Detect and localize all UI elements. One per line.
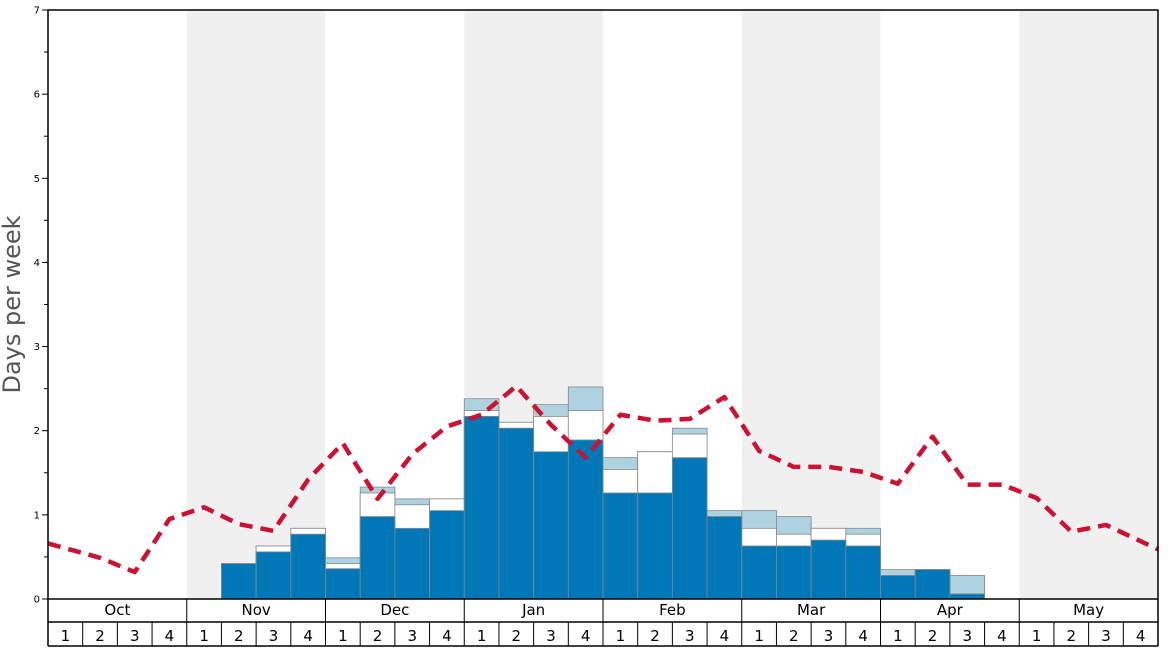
bar-main-15 [533,451,569,600]
week-label: 3 [962,627,972,645]
month-bands [186,10,1158,599]
bar-main-14 [498,427,535,600]
y-tick-label: 7 [34,6,40,17]
bar-main-26 [914,569,951,600]
week-label: 2 [234,627,244,645]
week-label: 1 [616,627,626,645]
month-label-jan: Jan [521,601,545,619]
y-tick-label: 3 [34,342,40,353]
bar-main-27 [949,593,985,600]
bar-main-16 [567,439,604,600]
week-label: 3 [685,627,695,645]
bar-main-24 [845,545,881,600]
week-label: 3 [1101,627,1111,645]
week-label: 4 [442,627,452,645]
y-tick-label: 2 [34,426,40,437]
month-label-mar: Mar [797,601,826,619]
month-band-nov [186,10,326,599]
week-label: 2 [928,627,938,645]
week-label: 4 [1136,627,1146,645]
week-label: 3 [269,627,279,645]
week-label: 2 [95,627,105,645]
bars [221,386,985,600]
week-label: 1 [754,627,764,645]
week-label: 1 [893,627,903,645]
week-label: 1 [477,627,487,645]
week-label: 2 [512,627,522,645]
week-label: 1 [1032,627,1042,645]
bar-main-12 [429,510,465,600]
bar-main-19 [671,457,708,600]
bar-main-18 [637,492,673,600]
bar-main-20 [706,516,743,600]
week-label: 4 [997,627,1007,645]
week-label: 1 [199,627,209,645]
week-label: 4 [720,627,730,645]
month-band-may [1019,10,1158,599]
bar-main-10 [359,516,396,600]
bar-main-21 [741,545,777,600]
bar-main-25 [880,575,916,600]
month-label-feb: Feb [659,601,686,619]
bar-main-8 [290,533,326,600]
y-tick-label: 0 [34,595,40,606]
week-label: 1 [61,627,71,645]
y-tick-label: 6 [34,90,40,101]
week-label: 2 [650,627,660,645]
y-tick-label: 1 [34,510,40,521]
bar-main-23 [810,539,847,600]
x-axis: Oct 1 2 3 4 Nov 1 2 3 4 Dec 1 2 3 4 Jan 1 2 3 4 Feb 1 2 3 4 Mar 1 2… [47,599,1159,647]
month-label-apr: Apr [937,601,964,619]
bar-main-17 [602,492,639,600]
week-label: 3 [824,627,834,645]
y-axis-label: Days per week [0,215,26,393]
month-label-nov: Nov [241,601,270,619]
bar-main-6 [221,563,257,600]
line-series [47,383,1159,575]
week-label: 2 [373,627,383,645]
y-axis: 0 1 2 3 4 5 6 7 [34,6,48,606]
week-label: 4 [858,627,868,645]
bar-main-11 [394,527,430,600]
week-label: 3 [130,627,140,645]
week-label: 3 [407,627,417,645]
week-label: 3 [546,627,556,645]
week-label: 4 [303,627,313,645]
month-label-oct: Oct [104,601,130,619]
week-label: 2 [789,627,799,645]
week-label: 4 [165,627,175,645]
line-path [47,383,1159,575]
bar-main-9 [325,568,361,600]
week-label: 2 [1067,627,1077,645]
month-band-mar [741,10,881,599]
month-label-dec: Dec [380,601,409,619]
month-label-may: May [1073,601,1104,619]
bar-main-7 [255,551,292,600]
week-label: 4 [581,627,591,645]
week-label: 1 [338,627,348,645]
bar-main-13 [463,416,500,600]
y-tick-label: 5 [34,174,40,185]
bar-main-22 [776,545,812,600]
y-tick-label: 4 [34,258,40,269]
